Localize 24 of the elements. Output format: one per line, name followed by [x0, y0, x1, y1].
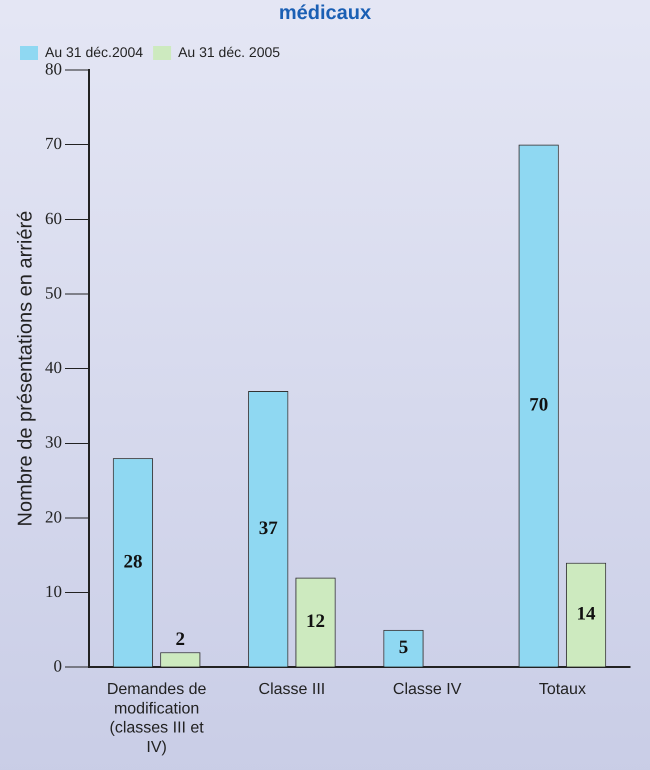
x-tick-label: Classe IV	[392, 681, 462, 698]
y-tick-label: 60	[45, 208, 62, 228]
legend-label: Au 31 déc. 2005	[178, 44, 280, 60]
y-tick-label: 50	[45, 283, 62, 302]
y-axis-title: Nombre de présentations en arriéré	[14, 210, 37, 526]
y-tick-label: 80	[45, 59, 62, 78]
data-label: 28	[123, 551, 142, 572]
data-label: 2	[176, 629, 186, 650]
legend-label: Au 31 déc.2004	[45, 44, 144, 60]
data-label: 5	[398, 637, 408, 658]
x-tick-label: Classe III	[258, 681, 326, 698]
y-tick-label: 10	[45, 582, 62, 602]
y-tick-label: 0	[54, 656, 62, 676]
x-tick-label: Totaux	[538, 681, 586, 698]
y-tick-label: 70	[45, 134, 62, 154]
chart-title: médicaux	[278, 2, 372, 25]
data-label: 12	[306, 611, 326, 632]
data-label: 70	[529, 394, 548, 416]
x-tick-label: Demandes de modification (classes III et IV)	[106, 681, 207, 756]
data-label: 14	[576, 604, 596, 625]
y-tick-label: 20	[45, 507, 62, 526]
data-label: 37	[258, 518, 278, 539]
y-tick-label: 30	[45, 432, 62, 452]
y-tick-label: 40	[45, 358, 62, 378]
